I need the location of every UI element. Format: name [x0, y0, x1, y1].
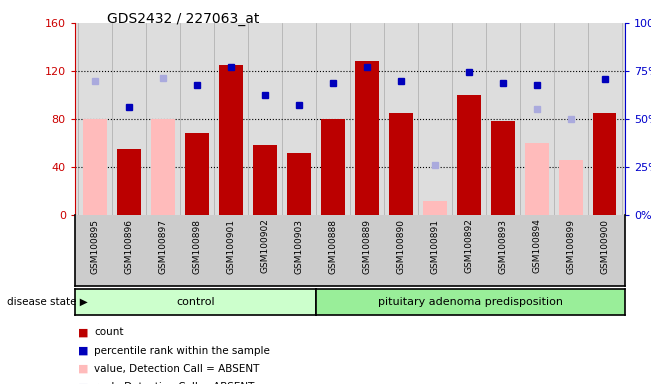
Bar — [253, 146, 277, 215]
Text: control: control — [176, 297, 215, 307]
Text: GSM100890: GSM100890 — [396, 218, 406, 273]
Text: disease state ▶: disease state ▶ — [7, 297, 87, 307]
Bar — [219, 65, 243, 215]
Bar — [287, 152, 311, 215]
Text: ■: ■ — [78, 327, 89, 337]
Text: GSM100903: GSM100903 — [294, 218, 303, 273]
Bar — [389, 113, 413, 215]
Text: GSM100897: GSM100897 — [159, 218, 168, 273]
Bar — [491, 121, 514, 215]
Text: GSM100895: GSM100895 — [90, 218, 100, 273]
Bar — [117, 149, 141, 215]
Text: GDS2432 / 227063_at: GDS2432 / 227063_at — [107, 12, 260, 25]
Text: GSM100891: GSM100891 — [430, 218, 439, 273]
Text: percentile rank within the sample: percentile rank within the sample — [94, 346, 270, 356]
Text: ■: ■ — [78, 346, 89, 356]
Text: GSM100899: GSM100899 — [566, 218, 575, 273]
Bar — [151, 119, 175, 215]
Text: ■: ■ — [78, 382, 89, 384]
Text: value, Detection Call = ABSENT: value, Detection Call = ABSENT — [94, 364, 260, 374]
Text: GSM100892: GSM100892 — [464, 218, 473, 273]
Bar — [321, 119, 345, 215]
Text: pituitary adenoma predisposition: pituitary adenoma predisposition — [378, 297, 562, 307]
Text: count: count — [94, 327, 124, 337]
Text: GSM100901: GSM100901 — [227, 218, 236, 273]
Bar — [83, 119, 107, 215]
Text: GSM100898: GSM100898 — [193, 218, 202, 273]
Text: GSM100896: GSM100896 — [125, 218, 133, 273]
Bar — [592, 113, 616, 215]
Text: ■: ■ — [78, 364, 89, 374]
Text: GSM100893: GSM100893 — [498, 218, 507, 273]
Text: GSM100888: GSM100888 — [329, 218, 337, 273]
Bar — [559, 160, 583, 215]
Bar — [355, 61, 379, 215]
Text: GSM100900: GSM100900 — [600, 218, 609, 273]
Bar — [525, 143, 549, 215]
Text: rank, Detection Call = ABSENT: rank, Detection Call = ABSENT — [94, 382, 255, 384]
Text: GSM100902: GSM100902 — [260, 218, 270, 273]
Bar — [457, 95, 480, 215]
Bar — [423, 200, 447, 215]
Text: GSM100889: GSM100889 — [363, 218, 371, 273]
Bar — [186, 134, 209, 215]
Text: GSM100894: GSM100894 — [532, 218, 541, 273]
